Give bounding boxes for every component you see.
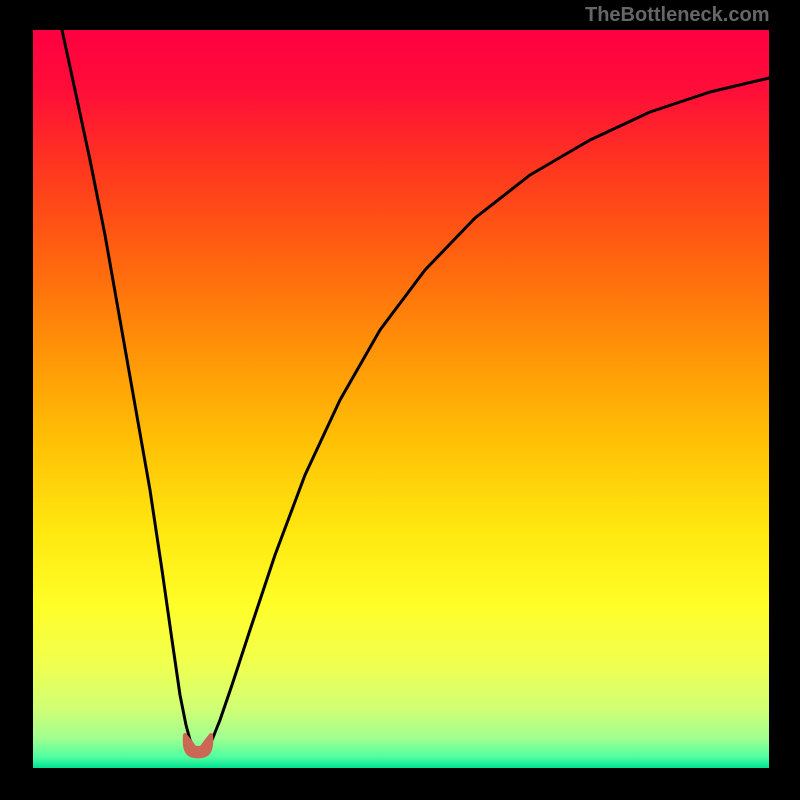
chart-svg — [0, 0, 800, 800]
bottleneck-curve — [62, 30, 769, 748]
minimum-marker — [185, 735, 212, 757]
chart-container: TheBottleneck.com — [0, 0, 800, 800]
